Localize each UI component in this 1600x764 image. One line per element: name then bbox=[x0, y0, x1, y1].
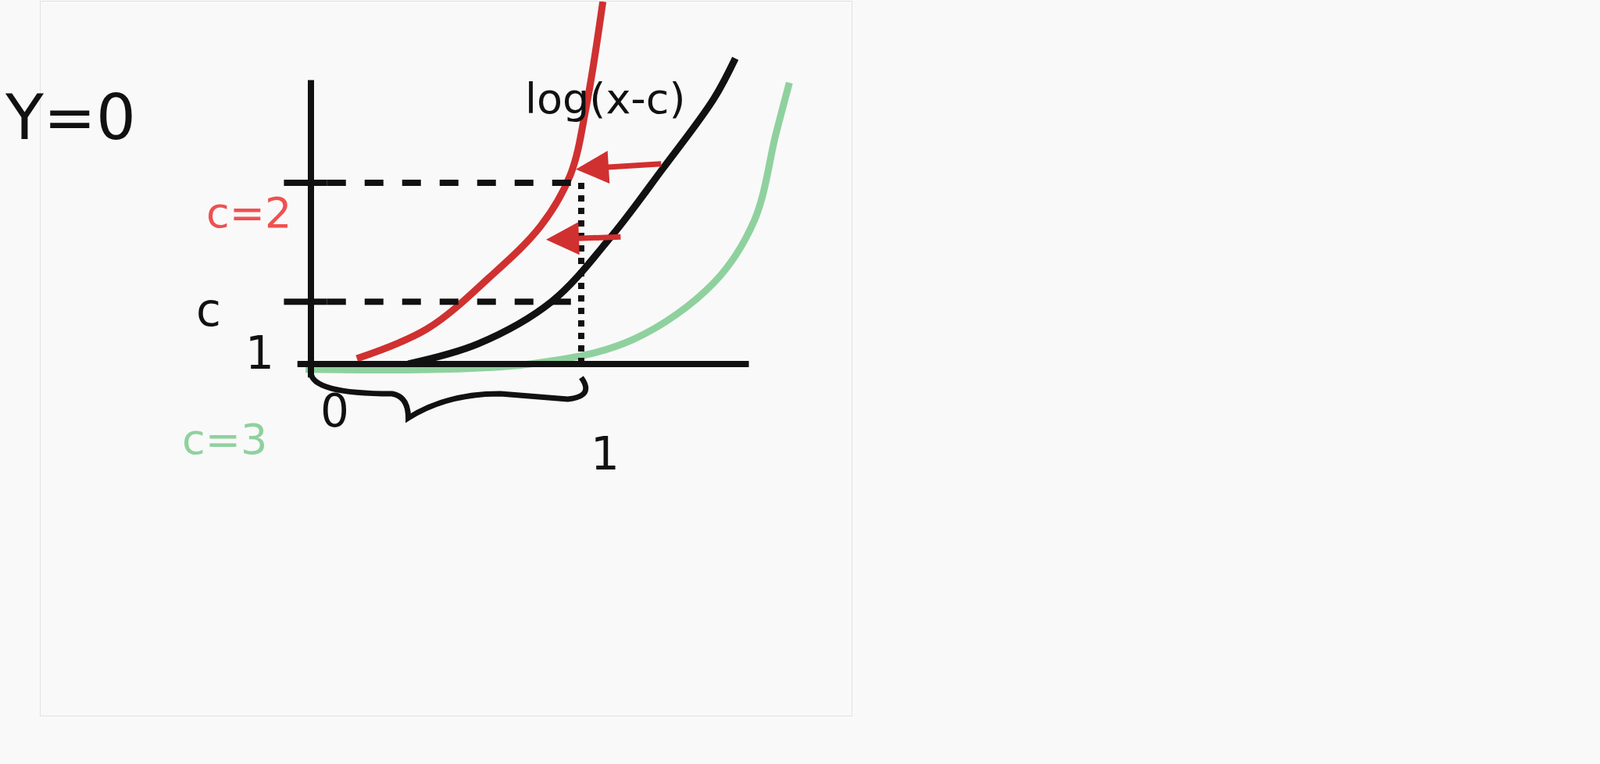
svg-text:c=2: c=2 bbox=[206, 188, 292, 238]
svg-text:1: 1 bbox=[590, 427, 620, 481]
svg-text:log(x-c): log(x-c) bbox=[525, 74, 686, 124]
svg-text:c=3: c=3 bbox=[182, 414, 268, 465]
svg-text:1: 1 bbox=[245, 326, 275, 380]
svg-text:c: c bbox=[196, 283, 222, 337]
svg-text:Y=0: Y=0 bbox=[4, 81, 136, 154]
svg-text:0: 0 bbox=[320, 384, 350, 438]
